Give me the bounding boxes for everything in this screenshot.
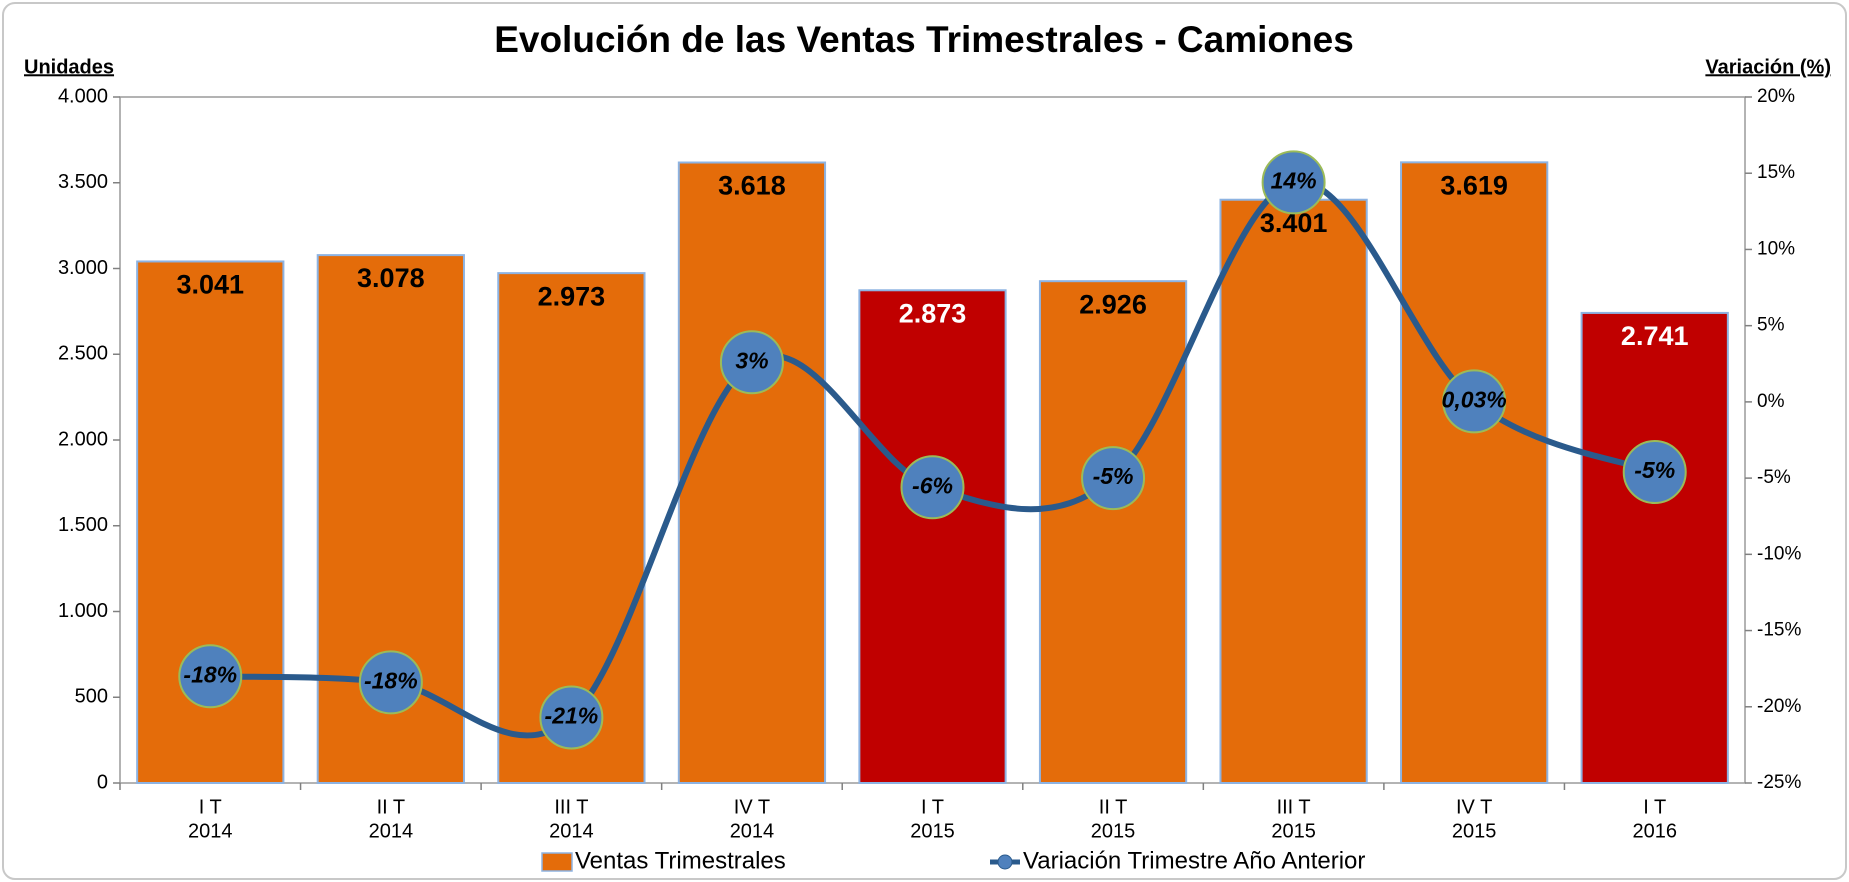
y-axis-label: Unidades bbox=[24, 56, 114, 78]
y-tick-label: 4.000 bbox=[58, 85, 108, 107]
y-tick-label: 500 bbox=[75, 686, 108, 708]
x-tick-label: II T bbox=[377, 796, 406, 818]
x-tick-label: 2014 bbox=[369, 820, 414, 842]
line-marker bbox=[719, 330, 784, 395]
x-tick-label: IV T bbox=[734, 796, 770, 818]
line-marker bbox=[539, 685, 604, 750]
line-value-label: -5% bbox=[1634, 457, 1675, 483]
legend-marker bbox=[997, 854, 1013, 870]
y2-tick-label: 10% bbox=[1757, 238, 1795, 259]
x-tick-label: 2015 bbox=[1452, 820, 1497, 842]
x-tick-label: IV T bbox=[1456, 796, 1492, 818]
y-tick-label: 3.000 bbox=[58, 257, 108, 279]
bar-value-label: 2.873 bbox=[899, 298, 967, 328]
bar-value-label: 3.041 bbox=[176, 270, 244, 300]
y2-tick-label: 15% bbox=[1757, 162, 1795, 183]
legend-label: Variación Trimestre Año Anterior bbox=[1023, 847, 1365, 874]
line-marker bbox=[1081, 446, 1146, 511]
y2-tick-label: -5% bbox=[1757, 467, 1791, 488]
legend-label: Ventas Trimestrales bbox=[575, 847, 786, 874]
legend-swatch bbox=[541, 852, 573, 872]
x-tick-label: I T bbox=[1643, 796, 1666, 818]
line-value-label: -18% bbox=[183, 661, 237, 687]
line-marker bbox=[1442, 369, 1507, 434]
bar-value-label: 3.078 bbox=[357, 263, 425, 293]
bar bbox=[1400, 161, 1549, 785]
y2-tick-label: -15% bbox=[1757, 620, 1801, 641]
bar-value-label: 3.619 bbox=[1440, 170, 1508, 200]
y2-tick-label: 0% bbox=[1757, 391, 1785, 412]
y-tick-label: 2.500 bbox=[58, 343, 108, 365]
bar-value-label: 2.741 bbox=[1621, 321, 1689, 351]
x-tick-label: 2014 bbox=[188, 820, 233, 842]
y2-tick-label: 5% bbox=[1757, 315, 1785, 336]
x-tick-label: II T bbox=[1099, 796, 1128, 818]
line-value-label: -6% bbox=[912, 472, 953, 498]
line-marker bbox=[1622, 440, 1687, 505]
y2-tick-label: -10% bbox=[1757, 543, 1801, 564]
line-marker bbox=[1261, 150, 1326, 215]
line-value-label: -5% bbox=[1093, 463, 1134, 489]
x-tick-label: 2014 bbox=[549, 820, 594, 842]
x-tick-label: III T bbox=[554, 796, 588, 818]
y2-tick-label: -25% bbox=[1757, 772, 1801, 793]
bar-value-label: 2.973 bbox=[538, 281, 606, 311]
x-tick-label: I T bbox=[921, 796, 944, 818]
y-tick-label: 2.000 bbox=[58, 428, 108, 450]
line-marker bbox=[358, 650, 423, 715]
bar-value-label: 2.926 bbox=[1079, 289, 1147, 319]
line-value-label: 14% bbox=[1271, 167, 1317, 193]
bar bbox=[1038, 280, 1188, 784]
y-tick-label: 1.000 bbox=[58, 600, 108, 622]
x-tick-label: 2015 bbox=[1091, 820, 1136, 842]
y-tick-label: 0 bbox=[97, 771, 108, 793]
line-value-label: -18% bbox=[364, 667, 418, 693]
y2-tick-label: -20% bbox=[1757, 696, 1801, 717]
bar bbox=[1580, 311, 1729, 784]
bar bbox=[858, 289, 1007, 784]
y2-axis-label: Variación (%) bbox=[1705, 56, 1831, 78]
x-tick-label: I T bbox=[199, 796, 222, 818]
y-tick-label: 3.500 bbox=[58, 171, 108, 193]
bar bbox=[1219, 198, 1368, 784]
bar bbox=[677, 161, 827, 784]
x-tick-label: 2014 bbox=[730, 820, 775, 842]
line-marker bbox=[178, 644, 243, 709]
bar-value-label: 3.618 bbox=[718, 171, 786, 201]
y-tick-label: 1.500 bbox=[58, 514, 108, 536]
line-value-label: 3% bbox=[735, 347, 768, 373]
line-value-label: -21% bbox=[545, 703, 599, 729]
y2-tick-label: 20% bbox=[1757, 86, 1795, 107]
x-tick-label: III T bbox=[1277, 796, 1311, 818]
line-marker bbox=[900, 455, 965, 520]
x-tick-label: 2015 bbox=[910, 820, 955, 842]
line-value-label: 0,03% bbox=[1442, 387, 1507, 413]
x-tick-label: 2016 bbox=[1632, 820, 1677, 842]
x-tick-label: 2015 bbox=[1271, 820, 1316, 842]
chart-title: Evolución de las Ventas Trimestrales - C… bbox=[494, 19, 1354, 60]
